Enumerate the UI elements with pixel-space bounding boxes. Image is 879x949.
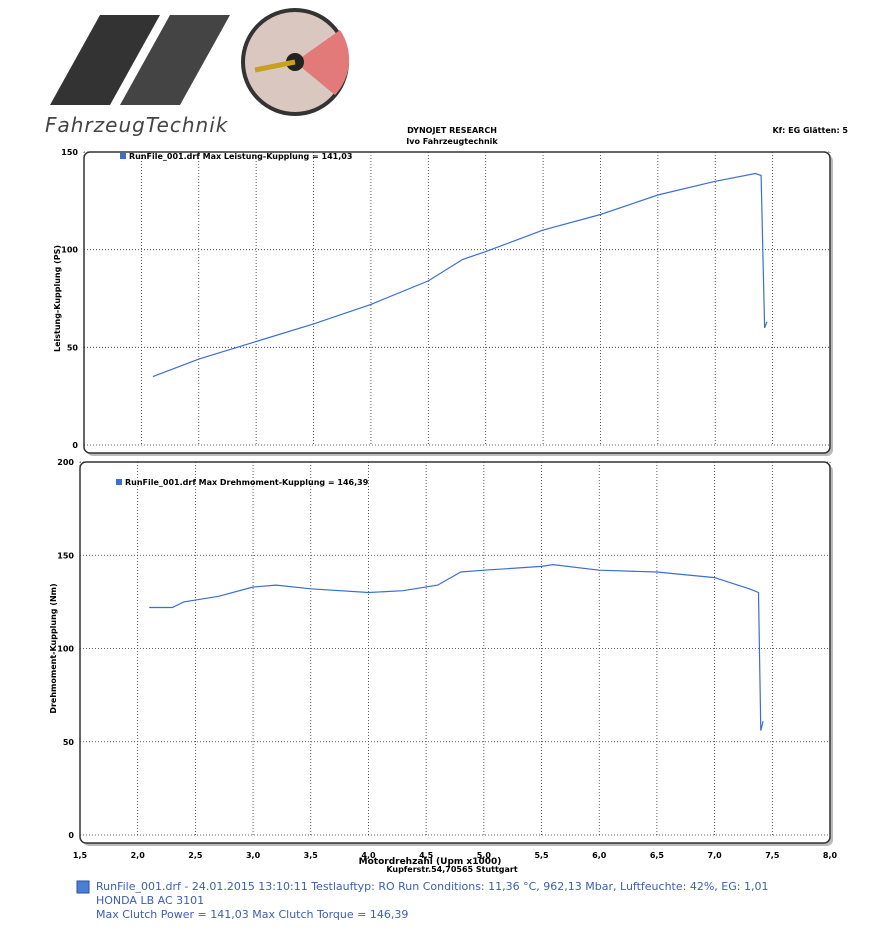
shop: Ivo Fahrzeugtechnik: [406, 137, 498, 146]
y-tick-label: 150: [61, 148, 78, 157]
y-axis-label: Drehmoment-Kupplung (Nm): [49, 583, 58, 713]
legend-swatch: [120, 153, 126, 159]
x-tick-label: 6,0: [592, 851, 607, 860]
x-tick-label: 5,0: [477, 851, 492, 860]
y-tick-label: 100: [57, 645, 74, 654]
y-tick-label: 150: [57, 551, 74, 560]
x-tick-label: 8,0: [823, 851, 838, 860]
footer-icon: [76, 880, 90, 894]
x-tick-label: 6,5: [650, 851, 665, 860]
footer-line: HONDA LB AC 3101: [96, 894, 205, 907]
x-tick-label: 4,5: [419, 851, 434, 860]
y-tick-label: 0: [72, 441, 78, 450]
x-tick-label: 1,5: [73, 851, 88, 860]
x-tick-label: 7,0: [708, 851, 723, 860]
legend-swatch: [116, 479, 122, 485]
company: DYNOJET RESEARCH: [407, 126, 497, 135]
x-tick-label: 2,0: [131, 851, 146, 860]
footer-line: RunFile_001.drf - 24.01.2015 13:10:11 Te…: [96, 880, 769, 893]
x-tick-label: 2,5: [188, 851, 203, 860]
y-tick-label: 50: [67, 343, 79, 352]
plot-frame: [83, 151, 831, 454]
y-tick-label: 100: [61, 246, 78, 255]
logo-text: FahrzeugTechnik: [45, 113, 229, 137]
address: Kupferstr.54,70565 Stuttgart: [386, 865, 518, 874]
x-tick-label: 4,0: [361, 851, 376, 860]
plot-frame: [79, 461, 831, 844]
y-tick-label: 50: [63, 738, 75, 747]
x-axis-label: Motordrehzahl (Upm x1000): [359, 857, 502, 867]
settings: Kf: EG Glätten: 5: [772, 126, 848, 135]
y-tick-label: 0: [68, 831, 74, 840]
logo: FahrzeugTechnik: [45, 8, 350, 137]
x-tick-label: 7,5: [765, 851, 780, 860]
y-tick-label: 200: [57, 458, 74, 467]
data-line: [152, 172, 768, 378]
legend-label: RunFile_001.drf Max Leistung-Kupplung = …: [129, 152, 352, 161]
x-tick-label: 5,5: [534, 851, 549, 860]
footer-line: Max Clutch Power = 141,03 Max Clutch Tor…: [96, 908, 409, 921]
data-line: [149, 563, 764, 731]
y-axis-label: Leistung-Kupplung (PS): [53, 245, 62, 352]
x-tick-label: 3,0: [246, 851, 261, 860]
x-tick-label: 3,5: [304, 851, 319, 860]
legend-label: RunFile_001.drf Max Drehmoment-Kupplung …: [125, 478, 369, 487]
